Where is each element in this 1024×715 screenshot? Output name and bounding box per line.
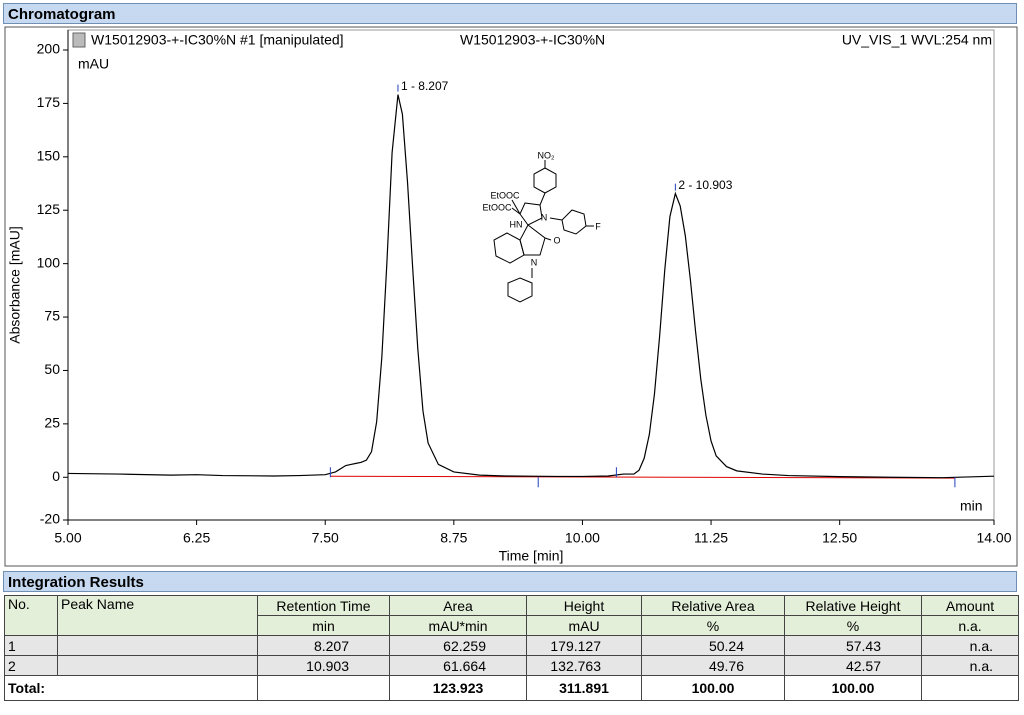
cell: 50.24 <box>641 635 785 656</box>
total-cell: 311.891 <box>526 675 642 701</box>
chart: W15012903-+-IC30%N #1 [manipulated] W150… <box>4 26 1018 567</box>
icon <box>72 32 86 48</box>
structure-label: NO₂ <box>538 150 556 160</box>
plot-area <box>67 29 995 521</box>
column-header: Peak Name <box>57 595 258 636</box>
column-unit: % <box>641 615 785 636</box>
y-tick-label: 25 <box>44 415 60 431</box>
chart-frame <box>4 26 1018 567</box>
section-header: Integration Results <box>3 571 1017 592</box>
y-tick-label: 175 <box>37 94 61 110</box>
trace <box>67 94 995 479</box>
x-tick-label: 6.25 <box>183 530 210 546</box>
cell: 61.664 <box>389 655 527 676</box>
column-unit: mAU*min <box>389 615 527 636</box>
structure <box>493 160 594 303</box>
column-header: Height <box>526 595 642 616</box>
x-tick-label: 12.50 <box>822 530 857 546</box>
cell <box>921 675 1019 701</box>
chart-header: W15012903-+-IC30%N <box>460 32 605 48</box>
results-table: No. Peak Name Retention Time Area Height… <box>4 595 1019 701</box>
cell: 179.127 <box>526 635 642 656</box>
peak-label: 1 - 8.207 <box>401 79 449 93</box>
structure-label: EtOOC <box>482 202 512 212</box>
total-cell: 100.00 <box>784 675 922 701</box>
total-cell: 100.00 <box>641 675 785 701</box>
cell: 1 <box>4 635 58 656</box>
cell: 42.57 <box>784 655 922 676</box>
y-tick-label: -20 <box>40 511 60 527</box>
y-tick-label: 75 <box>44 308 60 324</box>
column-header: Retention Time <box>257 595 390 616</box>
baseline <box>330 475 955 479</box>
column-unit: min <box>257 615 390 636</box>
cell: 57.43 <box>784 635 922 656</box>
x-tick-label: 8.75 <box>440 530 467 546</box>
total-cell: 123.923 <box>389 675 527 701</box>
cell: 8.207 <box>257 635 390 656</box>
cell: n.a. <box>921 655 1019 676</box>
cell <box>257 675 390 701</box>
y-tick-label: 50 <box>44 361 60 377</box>
x-tick-label: 7.50 <box>312 530 339 546</box>
structure-label: EtOOC <box>490 190 520 200</box>
y-tick-label: 100 <box>37 254 61 270</box>
cell <box>57 655 258 676</box>
x-tick-label: 14.00 <box>976 530 1011 546</box>
structure-label: N <box>531 257 538 267</box>
column-unit: n.a. <box>921 615 1019 636</box>
structure-label: N <box>541 212 548 222</box>
x-tick-label: 10.00 <box>565 530 600 546</box>
x-tick-label: 5.00 <box>54 530 81 546</box>
x-axis-title: Time [min] <box>499 548 564 564</box>
y-tick-label: 200 <box>37 41 61 57</box>
cell: n.a. <box>921 635 1019 656</box>
column-unit: mAU <box>526 615 642 636</box>
structure-label: HN <box>510 219 523 229</box>
cell: 49.76 <box>641 655 785 676</box>
y-axis-title: Absorbance [mAU] <box>7 226 23 344</box>
y-unit: mAU <box>78 56 109 72</box>
y-tick-label: 150 <box>37 148 61 164</box>
y-tick-label: 125 <box>37 201 61 217</box>
total-label: Total: <box>4 675 258 701</box>
cell: 132.763 <box>526 655 642 676</box>
column-header: Relative Height <box>784 595 922 616</box>
column-header: Amount <box>921 595 1019 616</box>
column-header: Relative Area <box>641 595 785 616</box>
peak-label: 2 - 10.903 <box>678 178 732 192</box>
y-tick-label: 0 <box>52 468 60 484</box>
structure-label: O <box>553 235 560 245</box>
cell: 10.903 <box>257 655 390 676</box>
cell <box>57 635 258 656</box>
column-unit: % <box>784 615 922 636</box>
cell: 2 <box>4 655 58 676</box>
x-tick-label: 11.25 <box>694 530 728 546</box>
structure-label: F <box>595 221 601 231</box>
cell: 62.259 <box>389 635 527 656</box>
column-header: Area <box>389 595 527 616</box>
section-header: Chromatogram <box>3 3 1017 24</box>
chart-header: W15012903-+-IC30%N #1 [manipulated] <box>91 32 344 48</box>
chart-header: UV_VIS_1 WVL:254 nm <box>842 32 992 48</box>
x-unit: min <box>960 498 983 514</box>
column-header: No. <box>4 595 58 636</box>
